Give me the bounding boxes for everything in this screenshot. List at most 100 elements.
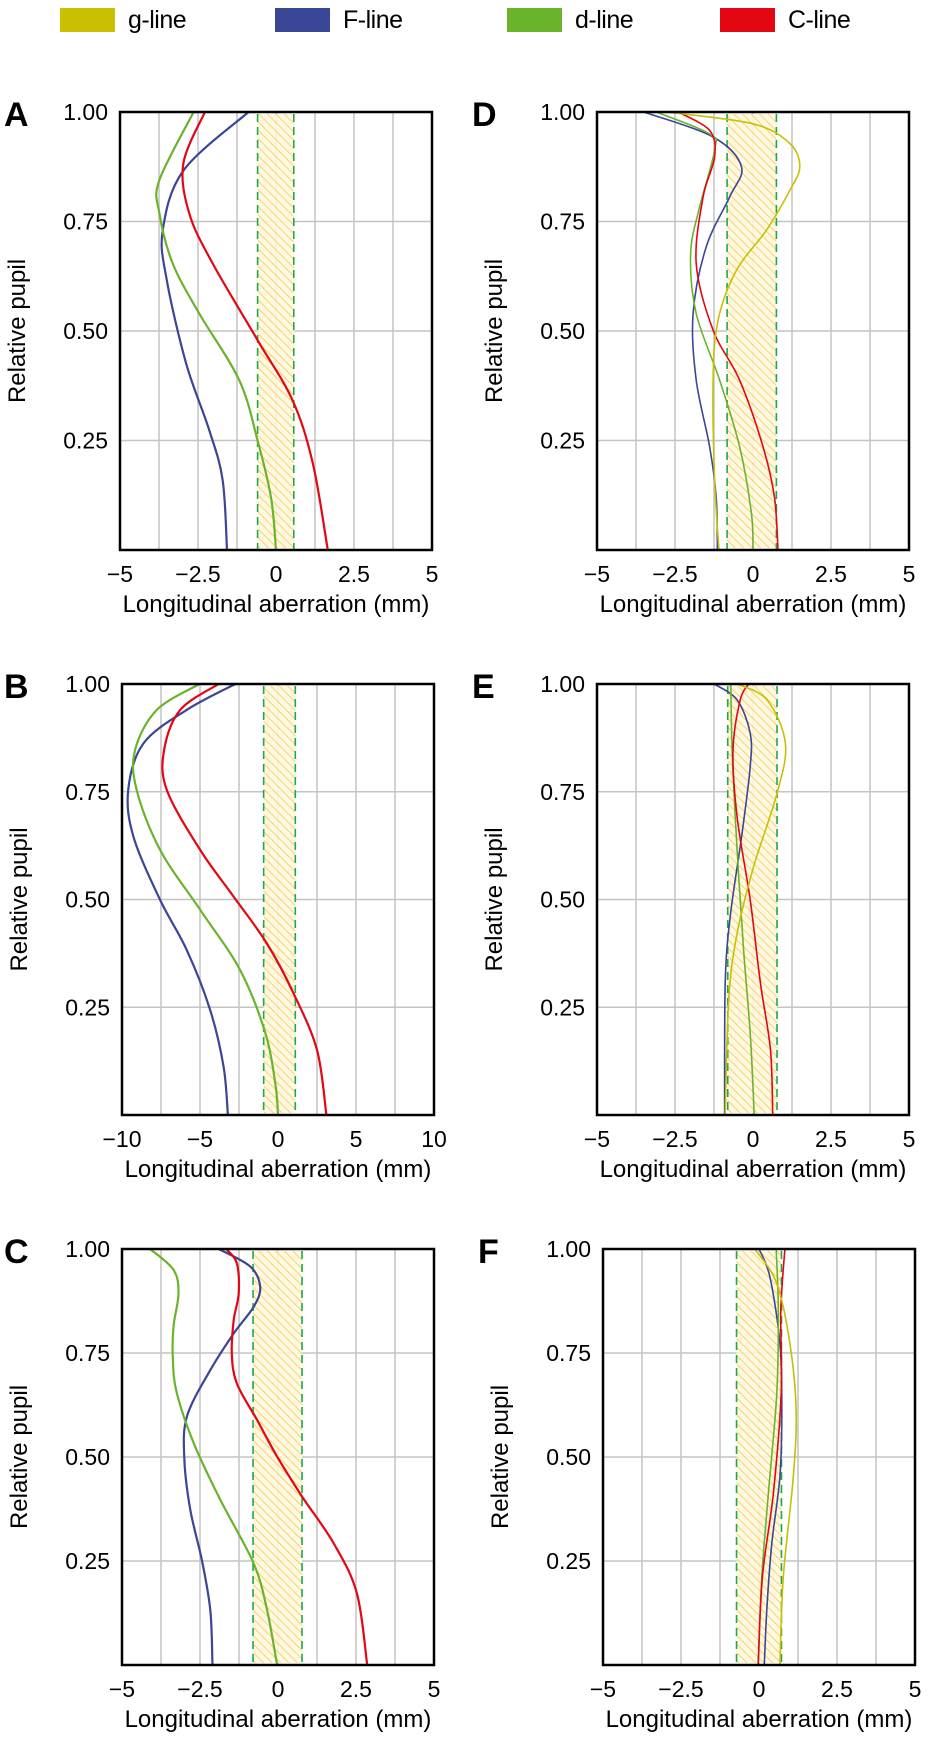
panel-B: −10 −5 0 5 10 0.25 0.50 0.75 1.00 Longitudinal ab… — [4, 668, 447, 1183]
x-axis-title: Longitudinal aberration (mm) — [125, 1156, 432, 1183]
series-C-line — [757, 1248, 786, 1666]
y-tick-label: 0.25 — [65, 1548, 110, 1574]
x-tick-label: 0 — [753, 1676, 766, 1702]
panel-A: −5 −2.5 0 2.5 5 0.25 0.50 0.75 1.00 Longitudinal … — [4, 96, 438, 618]
x-tick-label: 5 — [903, 1126, 916, 1152]
y-tick-label: 0.25 — [540, 428, 585, 454]
series-d-line — [730, 683, 755, 1116]
y-axis-title: Relative pupil — [6, 827, 33, 971]
y-tick-label: 0.50 — [63, 318, 108, 344]
plot-frame — [118, 110, 434, 552]
x-tick-label: −2.5 — [658, 1676, 703, 1702]
y-tick-label: 0.50 — [540, 318, 585, 344]
x-tick-label: 2.5 — [815, 561, 847, 587]
panel-label: E — [472, 668, 495, 706]
x-axis-title: Longitudinal aberration (mm) — [600, 591, 907, 618]
plot-frame — [120, 1247, 436, 1667]
panel-label: F — [478, 1233, 499, 1271]
series-F-line — [758, 1248, 783, 1666]
panel-E: −5 −2.5 0 2.5 5 0.25 0.50 0.75 1.00 Longitudinal … — [472, 668, 915, 1183]
panel-label: B — [4, 668, 29, 706]
x-tick-label: −5 — [187, 1126, 213, 1152]
legend-swatch — [275, 8, 330, 32]
x-tick-label: 0 — [272, 1676, 285, 1702]
tolerance-band — [736, 1251, 782, 1663]
series-F-line — [713, 683, 753, 1116]
y-tick-label: 0.25 — [63, 428, 108, 454]
y-tick-label: 0.25 — [546, 1548, 591, 1574]
y-axis-title: Relative pupil — [487, 1385, 514, 1529]
y-tick-label: 1.00 — [63, 99, 108, 125]
series-F-line — [643, 111, 743, 551]
legend-swatch — [60, 8, 115, 32]
y-tick-label: 0.75 — [540, 779, 585, 805]
x-tick-label: −5 — [584, 1126, 610, 1152]
x-tick-label: 0 — [747, 561, 760, 587]
y-axis-title: Relative pupil — [4, 259, 31, 403]
x-tick-label: −2.5 — [652, 1126, 697, 1152]
x-tick-label: 2.5 — [815, 1126, 847, 1152]
tolerance-band — [727, 114, 777, 548]
x-tick-label: −2.5 — [652, 561, 697, 587]
series-C-line — [181, 111, 329, 551]
x-tick-label: 5 — [426, 561, 439, 587]
y-axis-title: Relative pupil — [481, 259, 508, 403]
x-tick-label: 5 — [903, 561, 916, 587]
legend-label: g-line — [128, 5, 187, 34]
legend-swatch — [507, 8, 562, 32]
x-axis-title: Longitudinal aberration (mm) — [123, 591, 430, 618]
legend-item-d-line: d-line — [507, 5, 634, 34]
legend-label: d-line — [575, 5, 634, 34]
y-tick-label: 1.00 — [65, 1236, 110, 1262]
series-C-line — [161, 683, 328, 1116]
series-d-line — [655, 111, 754, 551]
plot-frame — [601, 1247, 917, 1667]
legend-swatch — [720, 8, 775, 32]
x-tick-label: 2.5 — [821, 1676, 853, 1702]
panel-D: −5 −2.5 0 2.5 5 0.25 0.50 0.75 1.00 Longitudinal … — [472, 96, 915, 618]
series-g-line — [724, 683, 787, 1116]
series-C-line — [677, 111, 779, 551]
y-tick-label: 0.25 — [65, 994, 110, 1020]
legend-item-C-line: C-line — [720, 6, 851, 34]
y-tick-label: 0.50 — [65, 1444, 110, 1470]
y-tick-label: 0.75 — [65, 1340, 110, 1366]
y-tick-label: 0.75 — [546, 1340, 591, 1366]
series-d-line — [131, 683, 280, 1116]
legend-label: F-line — [343, 5, 403, 34]
x-tick-label: 2.5 — [340, 1676, 372, 1702]
x-tick-label: −5 — [584, 561, 610, 587]
plot-frame — [595, 110, 911, 552]
y-tick-label: 0.75 — [540, 209, 585, 235]
series-C-line — [732, 683, 774, 1116]
x-tick-label: −2.5 — [175, 561, 220, 587]
series-d-line — [149, 1248, 279, 1666]
plot-frame — [595, 682, 911, 1117]
y-axis-title: Relative pupil — [6, 1385, 33, 1529]
legend-item-g-line: g-line — [60, 5, 187, 34]
y-tick-label: 1.00 — [540, 671, 585, 697]
y-tick-label: 0.50 — [546, 1444, 591, 1470]
x-tick-label: −5 — [109, 1676, 135, 1702]
x-axis-title: Longitudinal aberration (mm) — [606, 1706, 913, 1733]
y-tick-label: 0.50 — [540, 887, 585, 913]
series-g-line — [666, 111, 801, 551]
panel-label: A — [4, 96, 29, 134]
x-tick-label: 5 — [428, 1676, 441, 1702]
x-tick-label: 2.5 — [338, 561, 370, 587]
x-tick-label: 10 — [421, 1126, 447, 1152]
y-tick-label: 0.75 — [63, 209, 108, 235]
y-tick-label: 1.00 — [540, 99, 585, 125]
y-tick-label: 0.75 — [65, 779, 110, 805]
x-tick-label: 0 — [272, 1126, 285, 1152]
panel-label: D — [472, 96, 497, 134]
panel-F: −5 −2.5 0 2.5 5 0.25 0.50 0.75 1.00 Longitudinal … — [478, 1233, 921, 1733]
y-tick-label: 0.50 — [65, 887, 110, 913]
x-tick-label: −5 — [590, 1676, 616, 1702]
x-tick-label: 0 — [270, 561, 283, 587]
x-tick-label: 0 — [747, 1126, 760, 1152]
x-axis-title: Longitudinal aberration (mm) — [600, 1156, 907, 1183]
y-tick-label: 1.00 — [65, 671, 110, 697]
series-F-line — [182, 1248, 262, 1666]
